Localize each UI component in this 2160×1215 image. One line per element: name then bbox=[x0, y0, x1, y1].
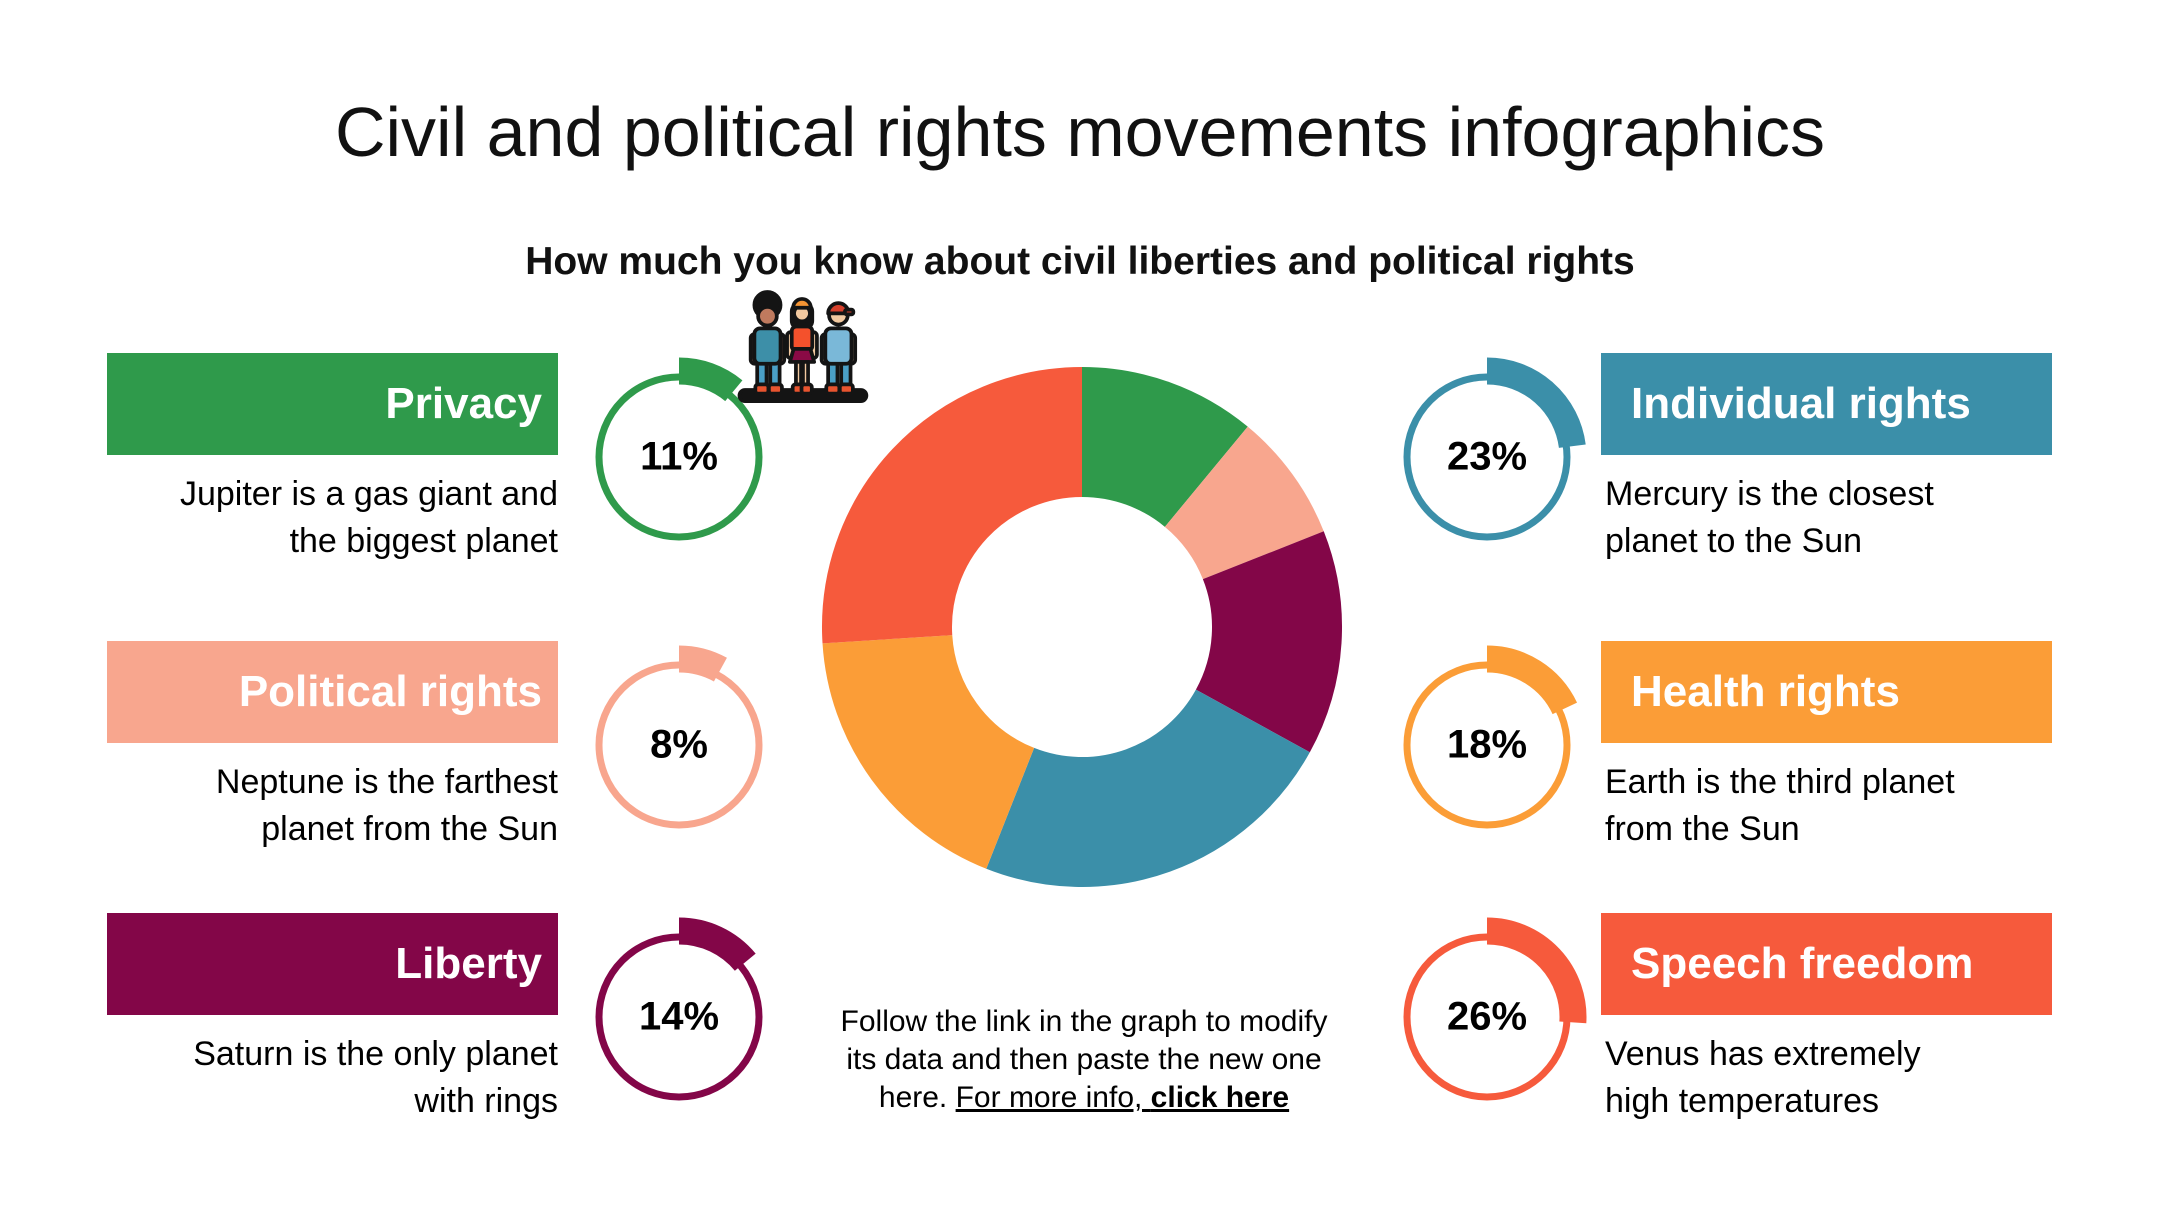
more-info-link[interactable]: For more info, click here bbox=[956, 1081, 1290, 1114]
stat-description-line: with rings bbox=[414, 1082, 558, 1120]
footnote-line-1: Follow the link in the graph to modify bbox=[840, 1005, 1328, 1038]
stat-title-bar: Health rights bbox=[1601, 641, 2052, 743]
percent-ring: 8% bbox=[569, 635, 789, 855]
stat-description-line: planet to the Sun bbox=[1605, 522, 1863, 560]
stat-description-line: Jupiter is a gas giant and bbox=[179, 475, 558, 513]
stat-description: Earth is the third planet from the Sun bbox=[1605, 759, 2075, 853]
stat-description-line: Mercury is the closest bbox=[1605, 475, 1934, 513]
percent-ring-chart bbox=[595, 645, 763, 829]
stat-description-line: the biggest planet bbox=[289, 522, 558, 560]
stat-description: Jupiter is a gas giant and the biggest p… bbox=[107, 471, 558, 565]
stat-title: Individual rights bbox=[1631, 379, 1971, 428]
percent-value: 14% bbox=[638, 994, 720, 1039]
percent-ring-chart bbox=[1403, 645, 1578, 829]
stat-description-line: high temperatures bbox=[1605, 1082, 1880, 1120]
stat-description: Saturn is the only planet with rings bbox=[107, 1031, 558, 1125]
stat-description-line: Neptune is the farthest bbox=[215, 763, 558, 801]
footnote-line-2: its data and then paste the new one bbox=[846, 1043, 1322, 1076]
footnote: Follow the link in the graph to modify i… bbox=[801, 1003, 1367, 1117]
stat-description-line: Earth is the third planet bbox=[1605, 763, 1955, 801]
percent-ring-chart bbox=[595, 917, 763, 1101]
percent-ring: 18% bbox=[1377, 635, 1597, 855]
knowledge-donut-chart bbox=[737, 290, 1362, 907]
footnote-line-3-prefix: here. bbox=[878, 1081, 956, 1114]
page-title: Civil and political rights movements inf… bbox=[334, 93, 1826, 171]
footnote-line-3: here. For more info, click here bbox=[801, 1079, 1367, 1117]
donut-chart-svg bbox=[822, 367, 1342, 887]
percent-value: 26% bbox=[1446, 994, 1528, 1039]
stat-title-bar: Liberty bbox=[107, 913, 558, 1015]
stat-title: Health rights bbox=[1631, 667, 1900, 716]
stat-title-bar: Speech freedom bbox=[1601, 913, 2052, 1015]
stat-description: Venus has extremely high temperatures bbox=[1605, 1031, 2075, 1125]
percent-ring: 11% bbox=[569, 347, 789, 567]
stat-description-line: Venus has extremely bbox=[1605, 1035, 1921, 1073]
stat-title: Speech freedom bbox=[1631, 939, 1974, 988]
percent-ring: 23% bbox=[1377, 347, 1597, 567]
percent-ring: 26% bbox=[1377, 907, 1597, 1127]
more-info-link-bold: click here bbox=[1150, 1081, 1290, 1114]
more-info-link-text: For more info, bbox=[955, 1081, 1151, 1114]
percent-ring: 14% bbox=[569, 907, 789, 1127]
percent-value: 18% bbox=[1446, 722, 1528, 767]
percent-ring-chart bbox=[1403, 357, 1586, 541]
stat-description: Mercury is the closest planet to the Sun bbox=[1605, 471, 2075, 565]
percent-ring-chart bbox=[595, 357, 763, 541]
stat-title-bar: Individual rights bbox=[1601, 353, 2052, 455]
stat-title-bar: Political rights bbox=[107, 641, 558, 743]
stat-title: Political rights bbox=[238, 667, 542, 716]
stat-title: Privacy bbox=[385, 379, 542, 428]
stat-title: Liberty bbox=[395, 939, 542, 988]
stat-description: Neptune is the farthest planet from the … bbox=[107, 759, 558, 853]
percent-value: 23% bbox=[1446, 434, 1528, 479]
stat-description-line: Saturn is the only planet bbox=[193, 1035, 558, 1073]
percent-value: 8% bbox=[650, 722, 708, 767]
page-subtitle: How much you know about civil liberties … bbox=[525, 240, 1635, 283]
stat-description-line: planet from the Sun bbox=[261, 810, 558, 848]
percent-ring-chart bbox=[1403, 917, 1587, 1101]
percent-value: 11% bbox=[640, 434, 718, 479]
three-people-icon bbox=[737, 290, 869, 403]
stat-description-line: from the Sun bbox=[1605, 810, 1800, 848]
stat-title-bar: Privacy bbox=[107, 353, 558, 455]
